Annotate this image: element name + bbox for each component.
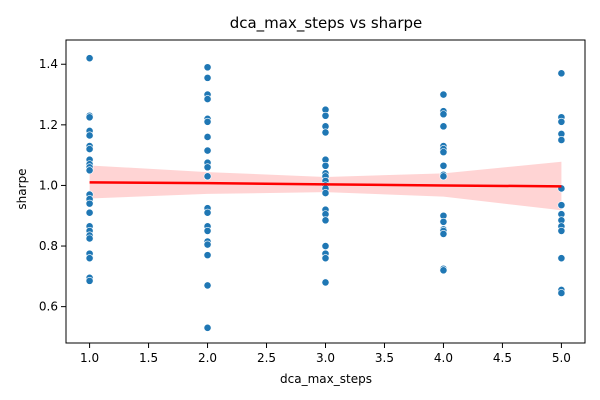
- data-point: [85, 199, 94, 208]
- chart-title: dca_max_steps vs sharpe: [230, 14, 423, 33]
- x-tick-label: 1.5: [139, 351, 158, 365]
- data-point: [85, 208, 94, 217]
- data-point: [85, 276, 94, 285]
- data-point: [321, 189, 330, 197]
- regression-layer: [89, 181, 562, 188]
- x-tick-label: 3.0: [316, 351, 335, 365]
- x-tick-label: 4.5: [493, 351, 512, 365]
- data-point: [439, 230, 448, 238]
- points-layer: [85, 54, 566, 332]
- data-point: [557, 117, 566, 126]
- y-axis-ticks: 0.6 0.8 1.0 1.2 1.4: [39, 57, 66, 314]
- data-point: [557, 289, 566, 297]
- data-point: [203, 133, 212, 141]
- data-point: [203, 226, 212, 235]
- data-point: [203, 63, 212, 72]
- x-tick-label: 1.0: [80, 351, 99, 365]
- data-point: [439, 266, 448, 275]
- y-tick-label: 1.2: [39, 118, 58, 132]
- data-point: [85, 113, 94, 122]
- data-point: [321, 242, 330, 250]
- data-point: [557, 136, 566, 144]
- data-point: [557, 254, 566, 263]
- data-point: [203, 163, 212, 172]
- data-point: [203, 95, 212, 103]
- data-point: [439, 161, 448, 170]
- data-point: [85, 145, 94, 153]
- data-point: [85, 54, 94, 63]
- data-point: [557, 201, 566, 210]
- data-point: [203, 281, 212, 290]
- data-point: [85, 131, 94, 140]
- data-point: [321, 254, 330, 263]
- data-point: [203, 323, 212, 332]
- data-point: [439, 172, 448, 181]
- y-tick-label: 0.6: [39, 300, 58, 314]
- y-axis-label: sharpe: [15, 168, 29, 209]
- x-axis-ticks: 1.0 1.5 2.0 2.5 3.0 3.5 4.0 4.5 5.0: [80, 343, 571, 365]
- data-point: [203, 251, 212, 260]
- data-point: [321, 216, 330, 225]
- data-point: [203, 240, 212, 249]
- data-point: [203, 172, 212, 181]
- data-point: [203, 73, 212, 82]
- data-point: [203, 208, 212, 217]
- x-tick-label: 2.5: [257, 351, 276, 365]
- x-tick-label: 2.0: [198, 351, 217, 365]
- y-tick-label: 1.0: [39, 178, 58, 192]
- data-point: [439, 148, 448, 157]
- y-tick-label: 0.8: [39, 239, 58, 253]
- data-point: [439, 90, 448, 99]
- data-point: [85, 166, 94, 175]
- data-point: [321, 161, 330, 170]
- data-point: [321, 128, 330, 137]
- data-point: [85, 254, 94, 263]
- x-tick-label: 5.0: [552, 351, 571, 365]
- data-point: [439, 110, 448, 119]
- data-point: [439, 122, 448, 131]
- x-axis-label: dca_max_steps: [280, 372, 372, 386]
- regression-line: [89, 181, 562, 188]
- data-point: [321, 278, 330, 287]
- data-point: [557, 69, 566, 78]
- data-point: [321, 111, 330, 120]
- y-tick-label: 1.4: [39, 57, 58, 71]
- data-point: [557, 226, 566, 235]
- data-point: [439, 217, 448, 226]
- x-tick-label: 4.0: [434, 351, 453, 365]
- plot-frame: [65, 39, 586, 344]
- x-tick-label: 3.5: [375, 351, 394, 365]
- data-point: [203, 146, 212, 155]
- data-point: [203, 117, 212, 126]
- data-point: [85, 234, 94, 243]
